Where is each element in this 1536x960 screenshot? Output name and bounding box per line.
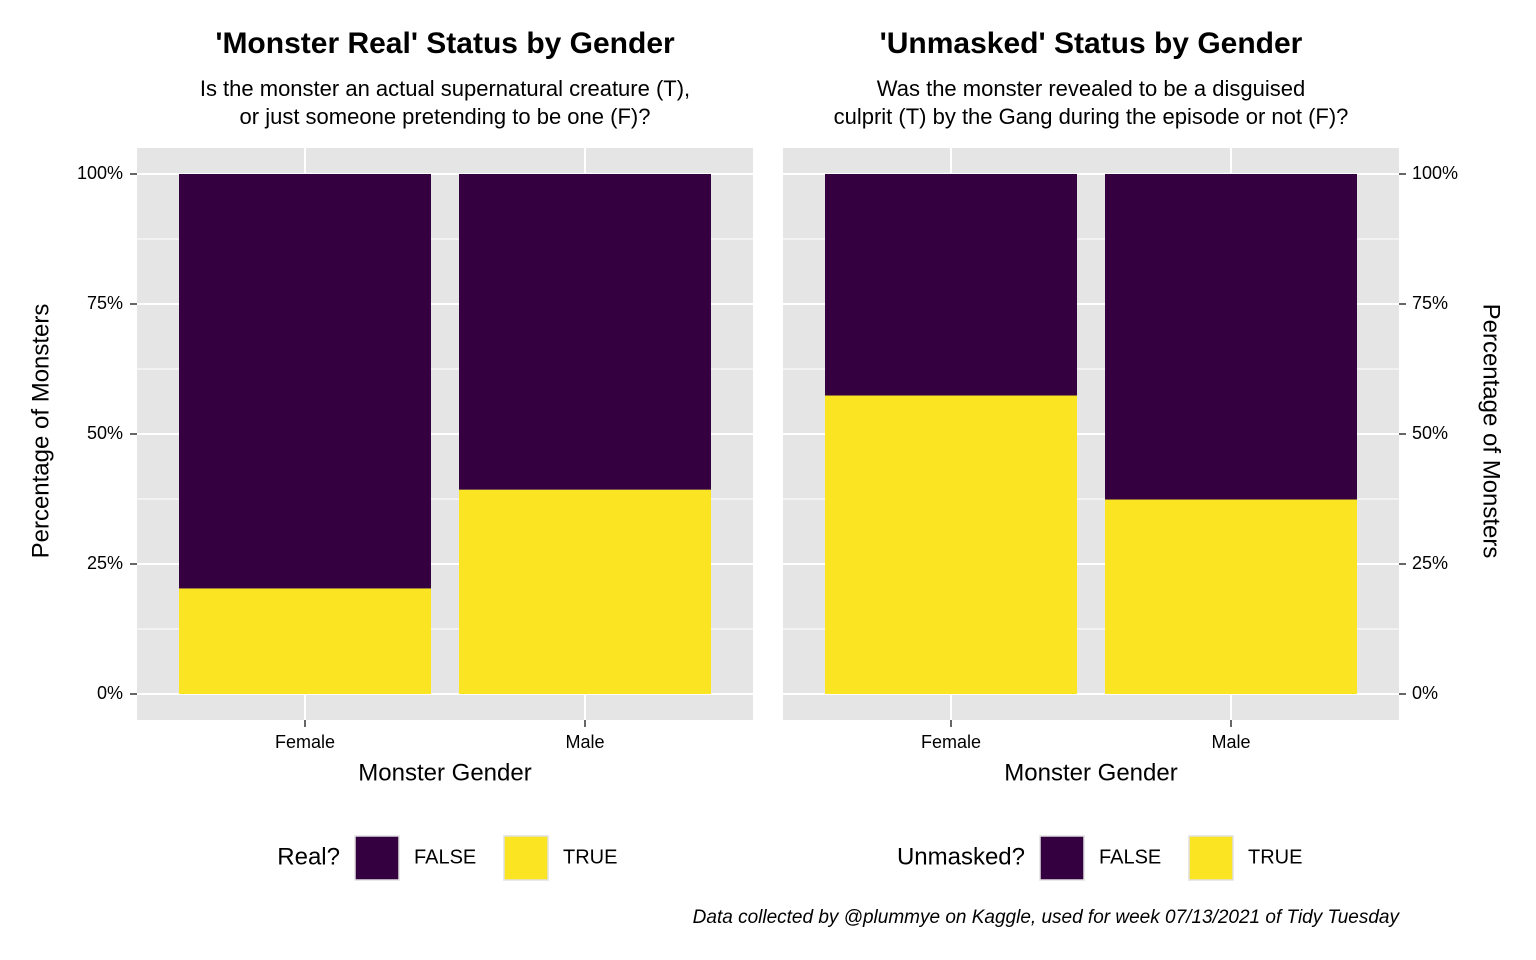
chart-title: 'Monster Real' Status by Gender <box>215 27 675 60</box>
x-tick-label: Male <box>1211 732 1250 752</box>
bar-segment <box>825 174 1077 396</box>
y-tick-label: 75% <box>87 293 123 313</box>
chart-subtitle: Is the monster an actual supernatural cr… <box>200 76 690 101</box>
y-tick-label: 0% <box>1412 683 1438 703</box>
y-tick-label: 50% <box>87 423 123 443</box>
y-axis-label: Percentage of Monsters <box>1478 304 1505 559</box>
bar-segment <box>179 174 431 589</box>
x-axis-label: Monster Gender <box>358 759 531 786</box>
bar-segment <box>825 395 1077 694</box>
chart-subtitle: culprit (T) by the Gang during the episo… <box>834 104 1349 129</box>
legend-label: TRUE <box>563 846 617 868</box>
x-tick-label: Female <box>275 732 335 752</box>
chart-title: 'Unmasked' Status by Gender <box>880 27 1303 60</box>
y-tick-label: 100% <box>1412 163 1458 183</box>
y-tick-label: 50% <box>1412 423 1448 443</box>
x-axis-label: Monster Gender <box>1004 759 1177 786</box>
y-tick-label: 25% <box>87 553 123 573</box>
x-tick-label: Female <box>921 732 981 752</box>
legend-key <box>354 835 400 881</box>
y-tick-label: 25% <box>1412 553 1448 573</box>
bar-segment <box>179 588 431 694</box>
legend-key <box>1188 835 1234 881</box>
legend-key <box>1039 835 1085 881</box>
legend-label: FALSE <box>414 846 476 868</box>
bar-segment <box>1105 499 1357 694</box>
caption: Data collected by @plummye on Kaggle, us… <box>693 907 1401 928</box>
bar-segment <box>459 174 711 490</box>
y-tick-label: 100% <box>77 163 123 183</box>
bar-segment <box>1105 174 1357 500</box>
bar-segment <box>459 489 711 694</box>
y-axis-label: Percentage of Monsters <box>27 304 54 559</box>
legend-title: Unmasked? <box>897 843 1025 870</box>
y-tick-label: 75% <box>1412 293 1448 313</box>
legend-key <box>503 835 549 881</box>
chart-subtitle: Was the monster revealed to be a disguis… <box>877 76 1305 101</box>
x-tick-label: Male <box>565 732 604 752</box>
chart-subtitle: or just someone pretending to be one (F)… <box>240 104 651 129</box>
y-tick-label: 0% <box>97 683 123 703</box>
legend-label: FALSE <box>1099 846 1161 868</box>
legend-label: TRUE <box>1248 846 1302 868</box>
legend-title: Real? <box>277 843 340 870</box>
